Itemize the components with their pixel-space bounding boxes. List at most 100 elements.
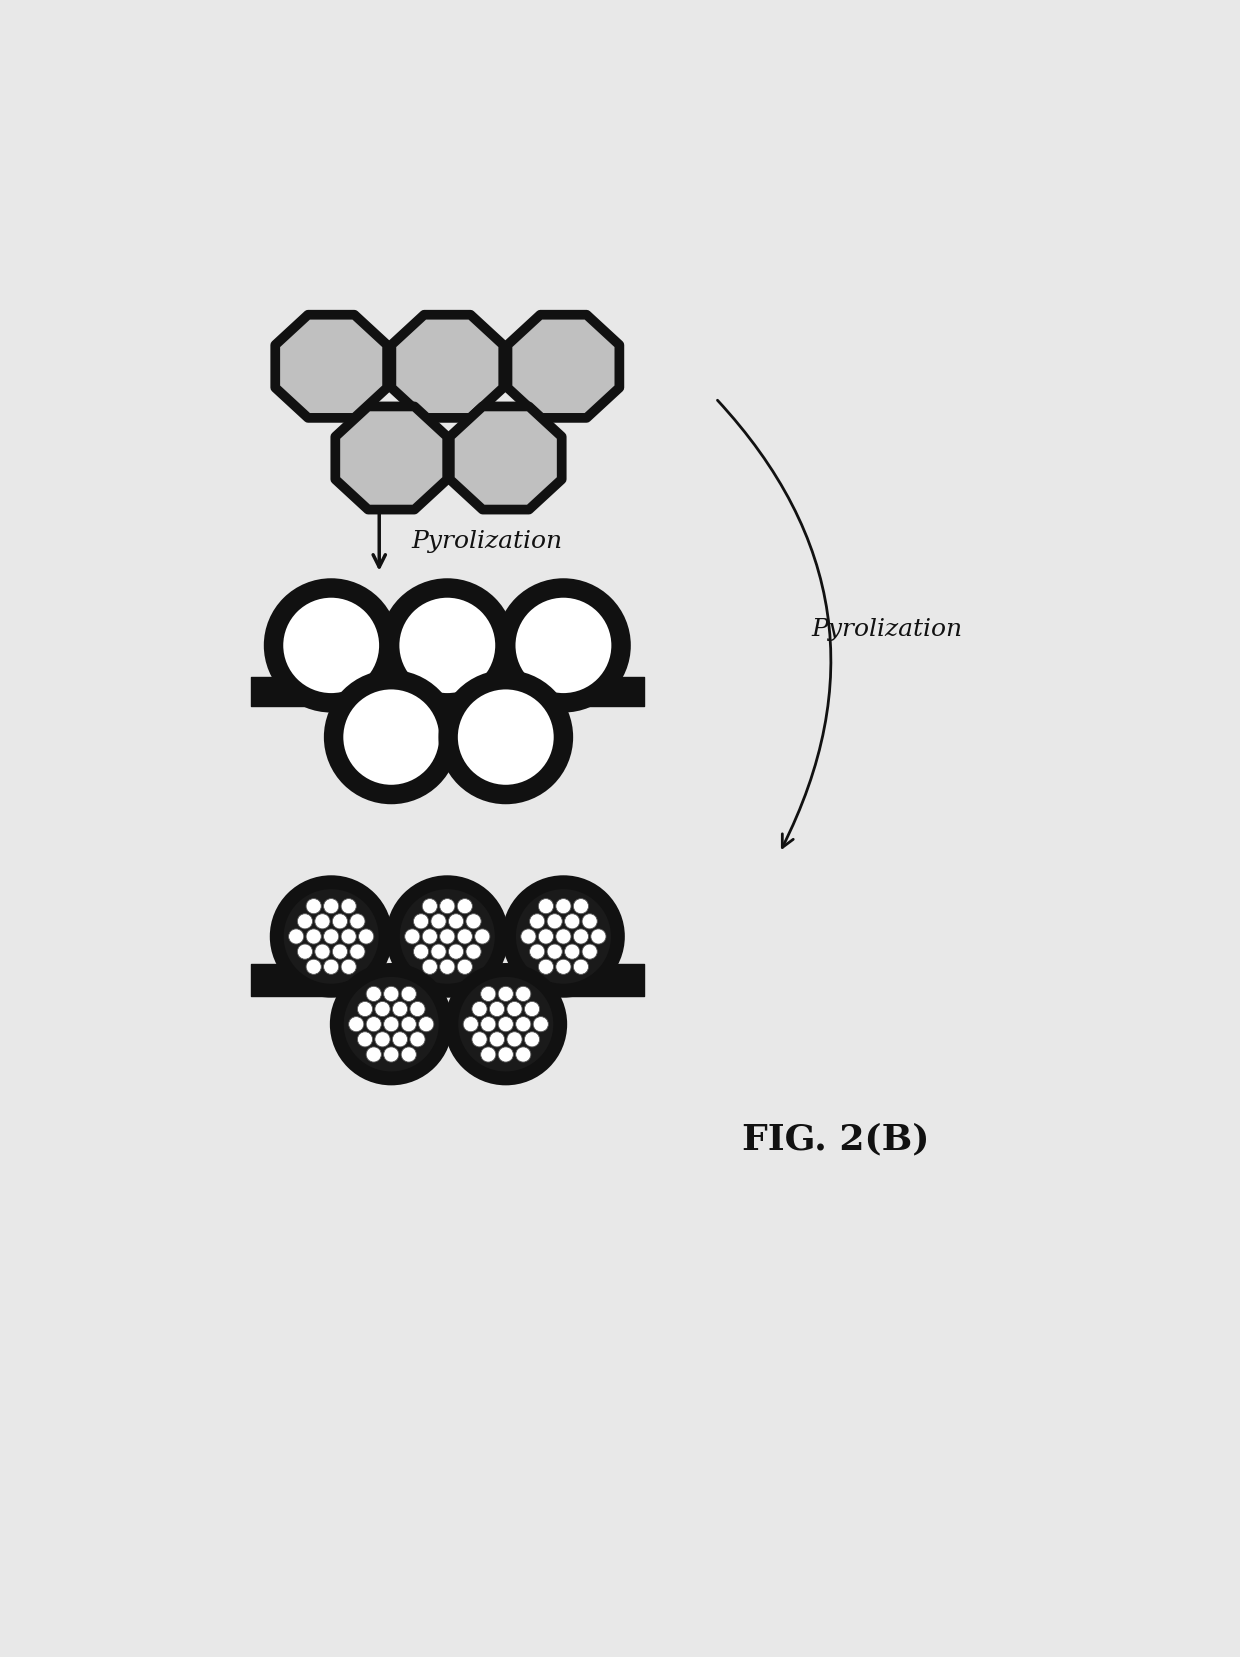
Circle shape — [298, 913, 312, 930]
Circle shape — [525, 1032, 539, 1047]
Circle shape — [332, 913, 347, 930]
Circle shape — [410, 1032, 425, 1047]
Circle shape — [324, 930, 339, 944]
Circle shape — [458, 898, 472, 913]
Circle shape — [393, 882, 502, 991]
Circle shape — [392, 1032, 408, 1047]
Circle shape — [582, 913, 598, 930]
Circle shape — [466, 913, 481, 930]
Circle shape — [315, 944, 330, 959]
Circle shape — [507, 1001, 522, 1017]
Circle shape — [573, 959, 589, 974]
Circle shape — [298, 944, 312, 959]
Circle shape — [590, 930, 606, 944]
Circle shape — [529, 944, 544, 959]
Circle shape — [432, 913, 446, 930]
Circle shape — [449, 913, 464, 930]
Circle shape — [341, 959, 356, 974]
Circle shape — [374, 1032, 391, 1047]
Circle shape — [516, 986, 531, 1001]
Circle shape — [357, 1032, 372, 1047]
Text: Pyrolization: Pyrolization — [812, 618, 962, 641]
Circle shape — [341, 898, 356, 913]
Polygon shape — [335, 406, 448, 510]
Polygon shape — [275, 315, 387, 418]
Circle shape — [564, 944, 580, 959]
Circle shape — [556, 898, 572, 913]
Circle shape — [440, 898, 455, 913]
Circle shape — [383, 986, 399, 1001]
Circle shape — [498, 986, 513, 1001]
Circle shape — [401, 986, 417, 1001]
Circle shape — [277, 882, 386, 991]
Circle shape — [440, 930, 455, 944]
Circle shape — [404, 930, 420, 944]
Circle shape — [547, 944, 562, 959]
Circle shape — [324, 898, 339, 913]
Circle shape — [422, 959, 438, 974]
Circle shape — [357, 1001, 372, 1017]
Circle shape — [334, 679, 449, 794]
Circle shape — [498, 1017, 513, 1032]
Text: FIG. 2(B): FIG. 2(B) — [742, 1123, 930, 1157]
Circle shape — [451, 969, 560, 1079]
Text: Pyrolization: Pyrolization — [412, 530, 563, 553]
Circle shape — [413, 944, 429, 959]
Circle shape — [306, 930, 321, 944]
Circle shape — [564, 913, 580, 930]
Circle shape — [274, 588, 389, 703]
Circle shape — [422, 930, 438, 944]
Circle shape — [413, 913, 429, 930]
Circle shape — [481, 1047, 496, 1062]
Circle shape — [525, 1001, 539, 1017]
Polygon shape — [450, 406, 562, 510]
Circle shape — [582, 944, 598, 959]
Circle shape — [366, 1047, 382, 1062]
Circle shape — [573, 930, 589, 944]
Polygon shape — [392, 315, 503, 418]
Circle shape — [573, 898, 589, 913]
Circle shape — [538, 930, 553, 944]
Circle shape — [324, 959, 339, 974]
Circle shape — [472, 1032, 487, 1047]
Polygon shape — [507, 315, 619, 418]
Circle shape — [315, 913, 330, 930]
Circle shape — [389, 588, 505, 703]
Circle shape — [498, 1047, 513, 1062]
Circle shape — [332, 944, 347, 959]
Circle shape — [432, 944, 446, 959]
Circle shape — [383, 1047, 399, 1062]
Circle shape — [472, 1001, 487, 1017]
Circle shape — [306, 898, 321, 913]
Circle shape — [507, 1032, 522, 1047]
Circle shape — [366, 1017, 382, 1032]
Circle shape — [350, 913, 365, 930]
Circle shape — [366, 986, 382, 1001]
Circle shape — [556, 959, 572, 974]
Circle shape — [422, 898, 438, 913]
Circle shape — [341, 930, 356, 944]
Circle shape — [475, 930, 490, 944]
Circle shape — [458, 959, 472, 974]
Circle shape — [516, 1017, 531, 1032]
Circle shape — [538, 959, 553, 974]
Circle shape — [464, 1017, 479, 1032]
Circle shape — [516, 1047, 531, 1062]
Circle shape — [466, 944, 481, 959]
Circle shape — [448, 679, 563, 794]
Circle shape — [529, 913, 544, 930]
Circle shape — [449, 944, 464, 959]
Circle shape — [458, 930, 472, 944]
Circle shape — [538, 898, 553, 913]
Circle shape — [358, 930, 373, 944]
Circle shape — [508, 882, 618, 991]
Circle shape — [481, 1017, 496, 1032]
FancyArrowPatch shape — [718, 401, 831, 847]
Circle shape — [556, 930, 572, 944]
Circle shape — [289, 930, 304, 944]
Circle shape — [410, 1001, 425, 1017]
Circle shape — [348, 1017, 363, 1032]
Circle shape — [506, 588, 621, 703]
Circle shape — [383, 1017, 399, 1032]
Circle shape — [401, 1017, 417, 1032]
